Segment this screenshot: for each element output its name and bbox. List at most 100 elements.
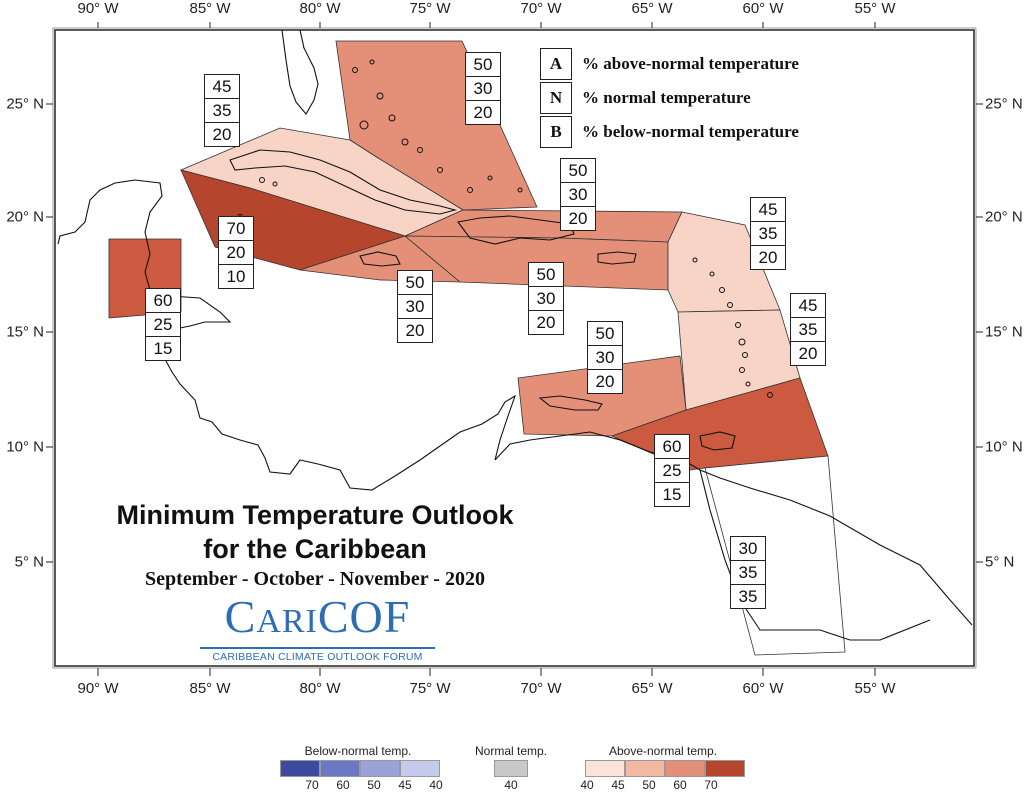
prob-above: 50 [398,271,432,295]
prob-box-abc-islands: 50 30 20 [587,321,623,394]
legend-tick-above: 60 [673,778,687,792]
prob-below: 20 [473,103,493,122]
prob-normal: 30 [466,77,500,101]
prob-normal: 35 [751,222,785,246]
prob-above: 50 [466,53,500,77]
prob-box-cayman-jamaica: 70 20 10 [218,216,254,289]
legend-swatch-below [360,760,400,777]
probability-key: A % above-normal temperature N % normal … [540,47,799,149]
prob-above: 30 [731,537,765,561]
season-label: September - October - November - 2020 [145,568,485,590]
prob-box-guianas: 30 35 35 [730,536,766,609]
lon-label-bottom: 55° W [854,680,896,697]
prob-below: 20 [212,125,232,144]
logo-ari: ARI [256,603,318,640]
prob-normal: 20 [219,241,253,265]
prob-box-hispaniola: 50 30 20 [560,158,596,231]
prob-box-jamaica: 50 30 20 [397,270,433,343]
prob-box-windwards: 45 35 20 [790,293,826,366]
lon-label-top: 85° W [189,0,231,17]
prob-below: 20 [798,344,818,363]
prob-box-belize: 60 25 15 [145,288,181,361]
legend-tick-below: 40 [429,778,443,792]
tick-marks [46,22,983,676]
lat-label-right: 25° N [985,95,1023,113]
logo-wordmark: CARICOF [200,594,435,645]
legend-tick-above: 50 [642,778,656,792]
outlook-map [46,22,983,676]
legend-tick-above: 70 [704,778,718,792]
lon-label-top: 55° W [854,0,896,17]
lon-label-bottom: 80° W [299,680,341,697]
lon-label-bottom: 60° W [742,680,784,697]
legend-tick-below: 60 [336,778,350,792]
prob-below: 20 [758,248,778,267]
legend-swatch-above [585,760,625,777]
legend-title-above: Above-normal temp. [608,744,718,758]
prob-below: 20 [568,209,588,228]
prob-box-leewards: 45 35 20 [750,197,786,270]
prob-above: 45 [205,75,239,99]
prob-box-cuba: 45 35 20 [204,74,240,147]
prob-above: 50 [561,159,595,183]
lon-label-bottom: 75° W [409,680,451,697]
lon-label-top: 80° W [299,0,341,17]
lat-label-right: 10° N [985,438,1023,456]
prob-below: 20 [405,321,425,340]
legend-tick-normal: 40 [504,778,518,792]
key-letter: N [540,82,572,114]
lon-label-top: 60° W [742,0,784,17]
lat-label-right: 20° N [985,208,1023,226]
key-row-above: A % above-normal temperature [540,47,799,81]
coast-florida [281,29,319,115]
lat-label-left: 10° N [6,438,44,456]
key-text: % below-normal temperature [582,122,799,141]
prob-normal: 25 [655,459,689,483]
prob-below: 15 [153,339,173,358]
legend-title-below: Below-normal temp. [304,744,412,758]
coast-trinidad [699,431,736,451]
prob-below: 35 [738,587,758,606]
map-subtitle: for the Caribbean [203,534,427,564]
map-frame [54,29,975,667]
prob-normal: 30 [529,287,563,311]
prob-normal: 35 [205,99,239,123]
key-letter: A [540,48,572,80]
lat-label-right: 5° N [985,553,1015,571]
color-legend: Below-normal temp. Normal temp. Above-no… [0,740,1030,792]
lat-label-left: 20° N [6,208,44,226]
lon-label-bottom: 85° W [189,680,231,697]
logo-subtitle: CARIBBEAN CLIMATE OUTLOOK FORUM [212,651,423,663]
logo-cof: COF [317,591,411,642]
prob-above: 50 [588,322,622,346]
prob-normal: 30 [588,346,622,370]
coast-puerto-rico [597,251,637,265]
legend-swatch-normal [494,760,528,777]
lat-label-left: 25° N [6,95,44,113]
prob-box-south-hispaniola: 50 30 20 [528,262,564,335]
prob-box-trinidad: 60 25 15 [654,434,690,507]
legend-swatch-below [320,760,360,777]
prob-normal: 35 [731,561,765,585]
coast-guiana-interior [699,469,931,641]
prob-above: 45 [751,198,785,222]
legend-swatch-below [400,760,440,777]
coast-abc [538,395,603,411]
key-letter: B [540,116,572,148]
legend-swatch-above [665,760,705,777]
map-area [52,27,977,669]
prob-normal: 30 [398,295,432,319]
lat-label-left: 5° N [14,553,44,571]
prob-below: 10 [226,267,246,286]
prob-normal: 25 [146,313,180,337]
lon-label-bottom: 65° W [631,680,673,697]
lon-label-top: 75° W [409,0,451,17]
prob-normal: 30 [561,183,595,207]
prob-above: 60 [146,289,180,313]
caricof-logo: CARICOF CARIBBEAN CLIMATE OUTLOOK FORUM [200,594,435,663]
map-title: Minimum Temperature Outlook [116,500,514,530]
legend-tick-below: 70 [305,778,319,792]
legend-title-normal: Normal temp. [474,744,548,758]
legend-swatch-above [625,760,665,777]
region-guianas [704,455,846,656]
